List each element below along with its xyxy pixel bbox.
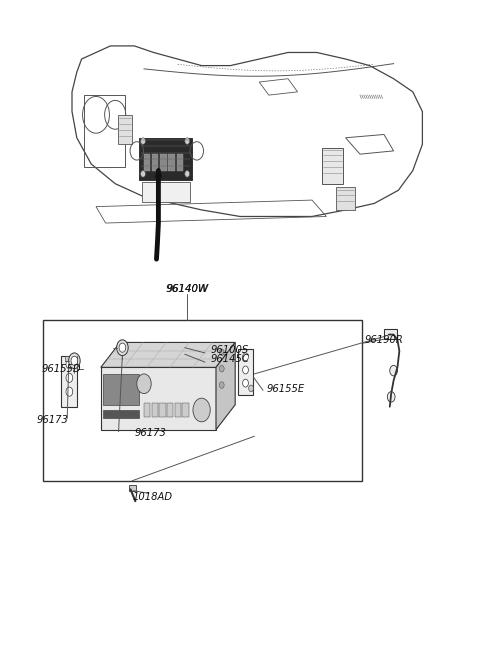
Bar [152, 154, 158, 171]
Text: 96155E: 96155E [266, 384, 305, 394]
Text: 96173: 96173 [134, 428, 166, 438]
Bar [103, 410, 139, 418]
Text: 96190R: 96190R [365, 335, 404, 345]
Bar [167, 403, 173, 417]
Bar [129, 485, 136, 491]
Text: 96100S: 96100S [210, 344, 249, 355]
Bar [139, 138, 192, 180]
Circle shape [242, 353, 249, 361]
Bar [177, 154, 183, 171]
Circle shape [219, 349, 224, 356]
Circle shape [69, 353, 80, 369]
Bar [168, 154, 175, 171]
Circle shape [119, 343, 126, 352]
Bar [103, 374, 139, 405]
Bar [84, 95, 125, 167]
Circle shape [141, 138, 145, 144]
Circle shape [193, 398, 210, 422]
Bar [144, 154, 150, 171]
Bar [160, 154, 167, 171]
Bar [384, 329, 397, 339]
Circle shape [117, 340, 128, 356]
Polygon shape [101, 342, 235, 367]
Circle shape [185, 138, 190, 144]
Circle shape [66, 387, 73, 396]
Text: 96155D: 96155D [42, 363, 82, 374]
Circle shape [66, 373, 73, 382]
Circle shape [242, 366, 249, 374]
Bar [61, 356, 77, 407]
Circle shape [219, 382, 224, 388]
Circle shape [242, 379, 249, 387]
Circle shape [137, 374, 151, 394]
Text: 1018AD: 1018AD [132, 492, 173, 502]
Bar [101, 367, 216, 430]
Bar [322, 148, 343, 184]
Circle shape [219, 365, 224, 372]
Circle shape [185, 171, 190, 177]
Bar [118, 115, 132, 144]
Bar [43, 320, 362, 481]
Bar [238, 349, 253, 395]
Circle shape [390, 365, 397, 376]
Bar [336, 187, 355, 210]
Circle shape [249, 385, 253, 392]
Circle shape [141, 171, 145, 177]
Polygon shape [155, 167, 162, 177]
Bar [65, 356, 74, 361]
Bar [182, 403, 189, 417]
Text: 96145C: 96145C [210, 354, 249, 364]
Circle shape [66, 359, 73, 369]
Circle shape [71, 356, 78, 365]
Text: 96140W: 96140W [166, 283, 209, 294]
Bar [175, 403, 181, 417]
Bar [159, 403, 166, 417]
Bar [142, 182, 190, 202]
Polygon shape [216, 342, 235, 430]
Circle shape [387, 392, 395, 402]
Bar [152, 403, 158, 417]
Text: 96140W: 96140W [167, 283, 208, 294]
Text: 96173: 96173 [37, 415, 69, 425]
Bar [144, 403, 150, 417]
